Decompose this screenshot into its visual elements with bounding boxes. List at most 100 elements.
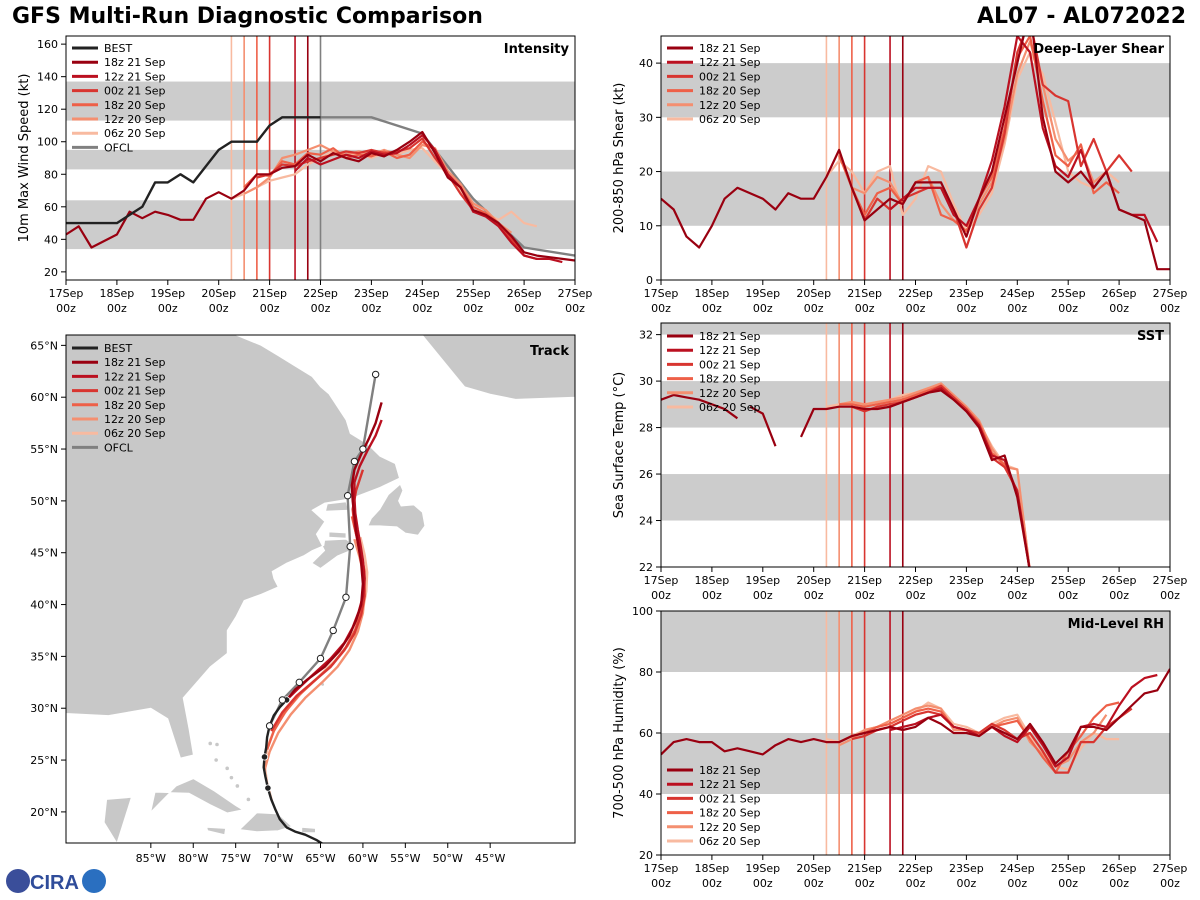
sst-x-tick-label: 22Sep	[898, 574, 933, 587]
track-x-tick-label: 80°W	[178, 852, 208, 865]
sst-x-tick-label: 17Sep	[644, 574, 679, 587]
intensity-series-best	[66, 116, 321, 225]
track-legend-label: 06z 20 Sep	[104, 427, 166, 440]
sst-panel-title: SST	[1137, 329, 1164, 344]
sst-panel: 17Sep 00z 18Sep 00z 19Sep 00z 20Sep 00z 21Sep 00z…	[612, 322, 1188, 602]
sst-x-tick-label: 18Sep	[695, 574, 730, 587]
rh-x-tick-label: 00z	[855, 877, 875, 890]
shear-y-tick-label: 10	[639, 220, 653, 233]
intensity-x-tick-label: 25Sep	[456, 287, 491, 300]
yucatan-land	[103, 796, 132, 843]
sst-x-tick-label: 00z	[702, 589, 722, 602]
track-y-tick-label: 40°N	[30, 599, 58, 612]
track-legend-label: 12z 20 Sep	[104, 413, 166, 426]
rh-y-tick-label: 100	[632, 605, 653, 618]
sst-x-tick-label: 00z	[1007, 589, 1027, 602]
anticosti-land	[325, 501, 350, 512]
intensity-x-tick-label: 00z	[209, 302, 229, 315]
track-series-18z-21-sep	[285, 402, 383, 701]
shear-x-tick-label: 20Sep	[796, 287, 831, 300]
sst-y-axis-label: Sea Surface Temp (°C)	[612, 372, 627, 519]
rh-y-tick-label: 80	[639, 666, 653, 679]
bahamas-island	[213, 757, 219, 763]
sst-shading-band	[661, 474, 1170, 521]
shear-legend-label: 12z 20 Sep	[699, 99, 761, 112]
cuba-land	[150, 778, 244, 814]
track-y-tick-label: 50°N	[30, 495, 58, 508]
storm-id-title: AL07 - AL072022	[977, 4, 1186, 29]
track-position-marker	[264, 784, 272, 792]
rh-x-tick-label: 21Sep	[847, 862, 882, 875]
track-x-tick-label: 75°W	[220, 852, 250, 865]
rh-legend-label: 12z 20 Sep	[699, 821, 761, 834]
track-y-tick-label: 25°N	[30, 754, 58, 767]
sst-x-tick-label: 00z	[804, 589, 824, 602]
rh-series-18z-21-sep	[661, 668, 1170, 765]
track-y-tick-label: 55°N	[30, 443, 58, 456]
bahamas-island	[228, 775, 235, 781]
shear-x-tick-label: 00z	[1058, 302, 1078, 315]
intensity-series-18z-20-sep	[243, 140, 525, 257]
shear-x-tick-label: 21Sep	[847, 287, 882, 300]
shear-x-tick-label: 00z	[1007, 302, 1027, 315]
jamaica-land	[206, 826, 226, 836]
shear-x-tick-label: 00z	[906, 302, 926, 315]
rh-panel: 17Sep 00z 18Sep 00z 19Sep 00z 20Sep 00z 21Sep 00z…	[612, 605, 1187, 890]
intensity-x-tick-label: 22Sep	[303, 287, 338, 300]
puerto-rico-land	[301, 826, 316, 833]
rh-x-tick-label: 00z	[753, 877, 773, 890]
sst-legend-label: 18z 20 Sep	[699, 373, 761, 386]
shear-plot-area	[661, 36, 1170, 280]
track-panel: 85°W 80°W 75°W 70°W 65°W 60°W 55°W 50°W 45°W 20°N…	[30, 334, 576, 865]
rh-x-tick-label: 00z	[702, 877, 722, 890]
rh-x-tick-label: 23Sep	[949, 862, 984, 875]
shear-legend-label: 00z 21 Sep	[699, 70, 761, 83]
intensity-y-tick-label: 20	[44, 266, 58, 279]
intensity-x-tick-label: 00z	[311, 302, 331, 315]
satellite-icon	[82, 869, 106, 893]
intensity-series-18z-21-sep	[66, 130, 575, 262]
shear-x-tick-label: 24Sep	[1000, 287, 1035, 300]
intensity-y-tick-label: 160	[37, 38, 58, 51]
cira-globe-icon	[6, 869, 30, 893]
sst-x-tick-label: 25Sep	[1051, 574, 1086, 587]
sst-x-tick-label: 00z	[855, 589, 875, 602]
track-panel-title: Track	[530, 344, 569, 359]
rh-legend-label: 18z 20 Sep	[699, 807, 761, 820]
track-forecast-marker	[329, 626, 337, 635]
track-plot-area	[260, 370, 383, 843]
rh-x-tick-label: 26Sep	[1102, 862, 1137, 875]
sst-legend-label: 06z 20 Sep	[699, 401, 761, 414]
track-x-tick-label: 65°W	[305, 852, 335, 865]
track-series-12z-20-sep	[263, 538, 366, 771]
cira-logo-text: CIRA	[30, 872, 79, 894]
intensity-y-tick-label: 140	[37, 71, 58, 84]
intensity-x-tick-label: 18Sep	[100, 287, 135, 300]
sst-x-tick-label: 24Sep	[1000, 574, 1035, 587]
sst-legend-label: 12z 20 Sep	[699, 387, 761, 400]
shear-x-tick-label: 00z	[1160, 302, 1180, 315]
rh-series-00z-21-sep	[851, 707, 1133, 774]
sst-x-tick-label: 00z	[753, 589, 773, 602]
sst-series-00z-21-sep	[851, 384, 1031, 567]
sst-x-tick-label: 27Sep	[1153, 574, 1188, 587]
track-forecast-marker	[350, 457, 359, 466]
sst-y-tick-label: 22	[639, 561, 653, 574]
shear-legend-label: 18z 20 Sep	[699, 85, 761, 98]
intensity-legend-label: 18z 20 Sep	[104, 99, 166, 112]
track-series-12z-21-sep	[285, 419, 383, 701]
bahamas-island	[207, 740, 213, 747]
shear-y-tick-label: 20	[639, 166, 653, 179]
shear-x-tick-label: 18Sep	[695, 287, 730, 300]
rh-x-tick-label: 00z	[804, 877, 824, 890]
land-masses	[66, 335, 575, 843]
hispaniola-land	[239, 812, 293, 833]
track-legend-label: OFCL	[104, 441, 134, 454]
track-forecast-marker	[316, 654, 325, 663]
sst-shading-band	[661, 381, 1170, 428]
track-legend-label: 12z 21 Sep	[104, 370, 166, 383]
shear-y-axis-label: 200-850 hPa Shear (kt)	[612, 83, 627, 234]
shear-x-tick-label: 27Sep	[1153, 287, 1188, 300]
sst-series-18z-21-sep	[799, 389, 1031, 567]
